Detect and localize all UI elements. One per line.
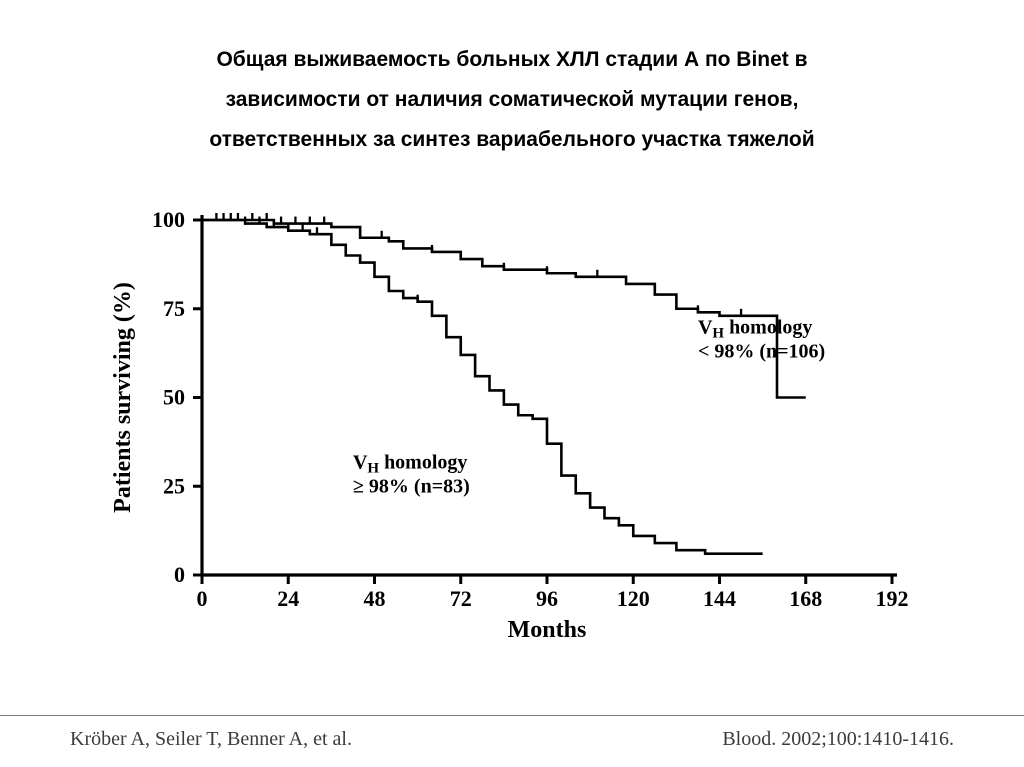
svg-text:96: 96 (536, 586, 558, 611)
svg-text:< 98% (n=106): < 98% (n=106) (698, 341, 825, 363)
svg-text:120: 120 (617, 586, 650, 611)
svg-text:100: 100 (152, 207, 185, 232)
citation-bar: Kröber A, Seiler T, Benner A, et al. Blo… (0, 715, 1024, 751)
svg-text:VH homology: VH homology (353, 452, 467, 477)
svg-text:192: 192 (876, 586, 909, 611)
title-line-1: Общая выживаемость больных ХЛЛ стадии А … (60, 40, 964, 80)
slide-title: Общая выживаемость больных ХЛЛ стадии А … (0, 0, 1024, 170)
svg-text:0: 0 (174, 562, 185, 587)
svg-text:25: 25 (163, 473, 185, 498)
svg-text:24: 24 (277, 586, 299, 611)
svg-text:72: 72 (450, 586, 472, 611)
citation-source: Blood. 2002;100:1410-1416. (722, 728, 954, 751)
svg-text:75: 75 (163, 296, 185, 321)
svg-text:Months: Months (508, 617, 587, 643)
survival-chart: 0 24 48 72 96 120 144 168 192 0 25 50 75 100 Months Pat… (82, 200, 952, 670)
svg-text:VH homology: VH homology (698, 317, 812, 342)
title-line-2: зависимости от наличия соматической мута… (60, 80, 964, 120)
svg-text:168: 168 (789, 586, 822, 611)
svg-text:0: 0 (197, 586, 208, 611)
svg-text:≥ 98% (n=83): ≥ 98% (n=83) (353, 476, 470, 498)
svg-text:50: 50 (163, 385, 185, 410)
svg-text:48: 48 (364, 586, 386, 611)
citation-authors: Kröber A, Seiler T, Benner A, et al. (70, 728, 352, 751)
svg-text:Patients surviving (%): Patients surviving (%) (110, 282, 136, 513)
title-line-3: ответственных за синтез вариабельного уч… (60, 120, 964, 160)
svg-text:144: 144 (703, 586, 736, 611)
